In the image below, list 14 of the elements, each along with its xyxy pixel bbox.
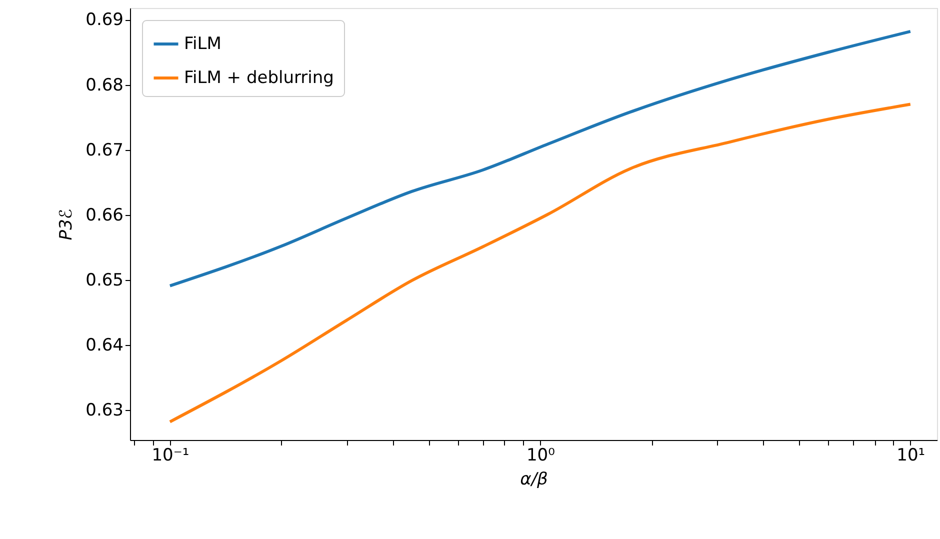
y-axis-title: P3ℰ: [56, 208, 77, 240]
legend-label: FiLM + deblurring: [184, 68, 334, 88]
legend-label: FiLM: [184, 34, 222, 54]
x-tick-label: 10¹: [896, 446, 926, 466]
y-tick-label: 0.68: [86, 75, 124, 96]
y-tick-label: 0.65: [86, 270, 124, 290]
x-tick-label: 10⁰: [526, 446, 556, 466]
x-tick-label: 10⁻¹: [152, 446, 190, 466]
x-axis-title: α/β: [520, 470, 548, 490]
y-tick-label: 0.67: [86, 140, 124, 160]
y-tick-label: 0.63: [86, 400, 124, 421]
y-tick-label: 0.69: [86, 10, 124, 30]
y-tick-label: 0.64: [86, 336, 124, 356]
y-tick-label: 0.66: [86, 205, 124, 226]
